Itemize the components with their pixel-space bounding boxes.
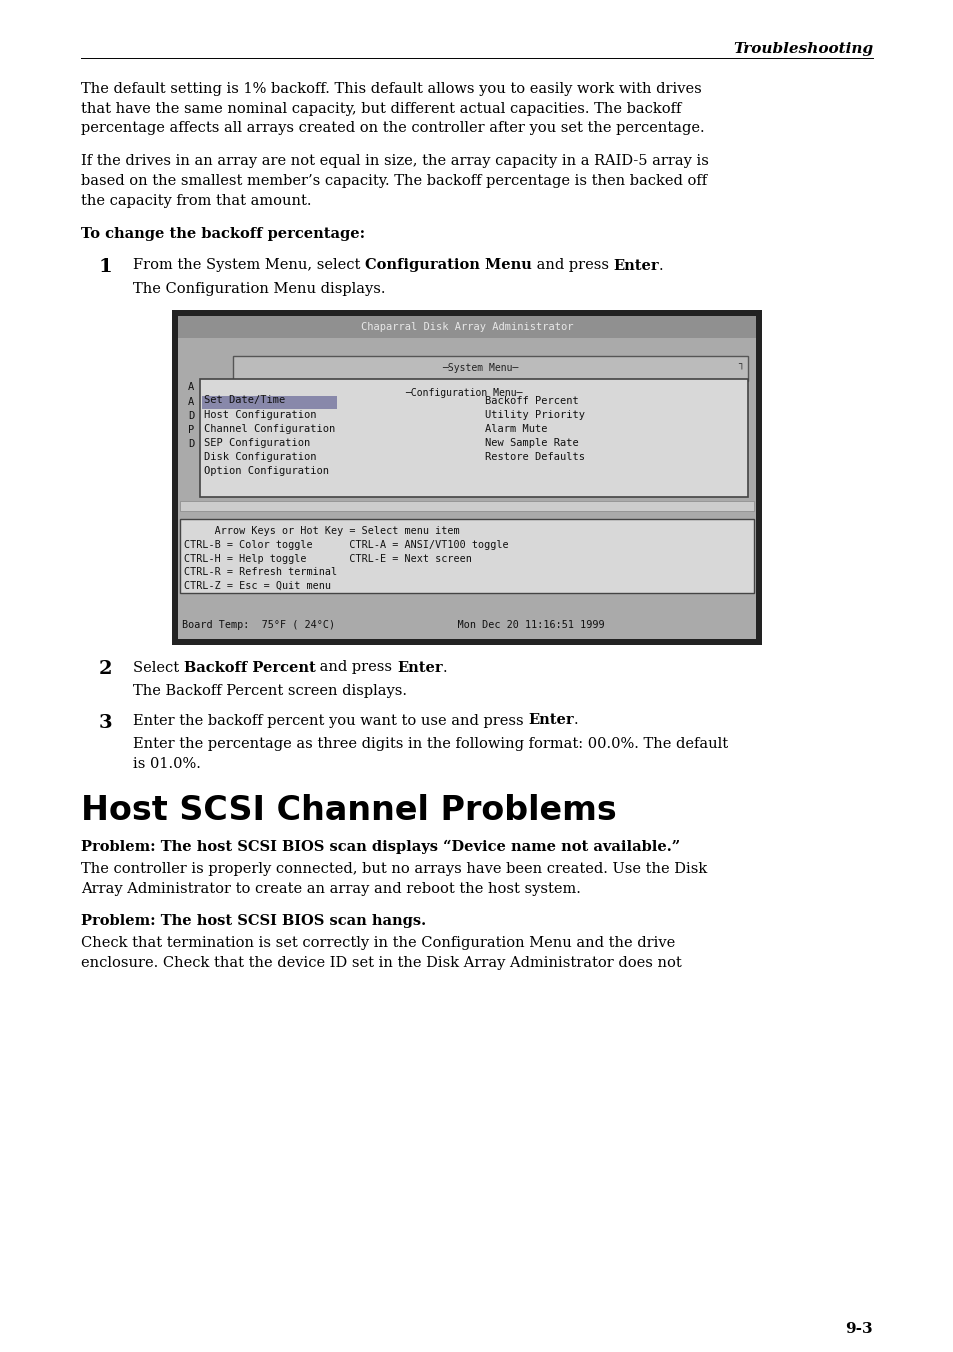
Text: Channel Configuration: Channel Configuration <box>204 425 335 434</box>
Text: D: D <box>188 411 194 420</box>
Text: CTRL-B = Color toggle      CTRL-A = ANSI/VT100 toggle: CTRL-B = Color toggle CTRL-A = ANSI/VT10… <box>184 539 508 550</box>
Text: The Configuration Menu displays.: The Configuration Menu displays. <box>132 283 385 296</box>
Text: Array Administrator to create an array and reboot the host system.: Array Administrator to create an array a… <box>81 882 580 896</box>
Bar <box>178 315 755 638</box>
Text: SEP Configuration: SEP Configuration <box>204 438 310 448</box>
Text: To change the backoff percentage:: To change the backoff percentage: <box>81 227 365 241</box>
Text: percentage affects all arrays created on the controller after you set the percen: percentage affects all arrays created on… <box>81 120 704 135</box>
Text: Select: Select <box>132 661 184 675</box>
Text: If the drives in an array are not equal in size, the array capacity in a RAID-5 : If the drives in an array are not equal … <box>81 154 708 169</box>
Text: Chaparral Disk Array Administrator: Chaparral Disk Array Administrator <box>360 322 573 331</box>
Text: .: . <box>442 661 447 675</box>
Text: Enter: Enter <box>396 661 442 675</box>
Text: A: A <box>188 383 194 392</box>
Bar <box>200 379 747 496</box>
Text: CTRL-Z = Esc = Quit menu: CTRL-Z = Esc = Quit menu <box>184 580 331 591</box>
Text: is 01.0%.: is 01.0%. <box>132 757 201 771</box>
Text: Check that termination is set correctly in the Configuration Menu and the drive: Check that termination is set correctly … <box>81 936 675 950</box>
Text: based on the smallest member’s capacity. The backoff percentage is then backed o: based on the smallest member’s capacity.… <box>81 174 706 188</box>
Text: Option Configuration: Option Configuration <box>204 466 329 476</box>
Text: Backoff Percent: Backoff Percent <box>484 396 578 406</box>
Text: From the System Menu, select: From the System Menu, select <box>132 258 365 273</box>
Bar <box>180 500 753 511</box>
Bar <box>233 356 747 380</box>
Text: that have the same nominal capacity, but different actual capacities. The backof: that have the same nominal capacity, but… <box>81 101 680 115</box>
Text: Restore Defaults: Restore Defaults <box>484 453 584 462</box>
Text: Set Date/Time: Set Date/Time <box>204 396 285 406</box>
Text: 3: 3 <box>98 714 112 731</box>
Text: CTRL-H = Help toggle       CTRL-E = Next screen: CTRL-H = Help toggle CTRL-E = Next scree… <box>184 553 472 564</box>
Text: Configuration Menu: Configuration Menu <box>365 258 532 273</box>
Text: Enter: Enter <box>613 258 659 273</box>
Text: Troubleshooting: Troubleshooting <box>732 42 872 55</box>
Text: ┐: ┐ <box>738 360 743 369</box>
Bar <box>172 310 761 645</box>
Text: Backoff Percent: Backoff Percent <box>184 661 315 675</box>
Text: CTRL-R = Refresh terminal: CTRL-R = Refresh terminal <box>184 566 336 577</box>
Text: P: P <box>188 425 194 435</box>
Text: and press: and press <box>532 258 613 273</box>
Text: .: . <box>574 714 578 727</box>
Text: Enter the percentage as three digits in the following format: 00.0%. The default: Enter the percentage as three digits in … <box>132 737 727 750</box>
Text: 1: 1 <box>98 258 112 277</box>
Text: Enter: Enter <box>528 714 574 727</box>
Text: The default setting is 1% backoff. This default allows you to easily work with d: The default setting is 1% backoff. This … <box>81 82 701 96</box>
Text: Problem: The host SCSI BIOS scan displays “Device name not available.”: Problem: The host SCSI BIOS scan display… <box>81 840 679 854</box>
Text: Host SCSI Channel Problems: Host SCSI Channel Problems <box>81 794 616 827</box>
Text: D: D <box>188 439 194 449</box>
Text: ─Configuration Menu─: ─Configuration Menu─ <box>405 388 522 399</box>
Text: New Sample Rate: New Sample Rate <box>484 438 578 448</box>
Text: Arrow Keys or Hot Key = Select menu item: Arrow Keys or Hot Key = Select menu item <box>184 526 459 537</box>
Text: A: A <box>188 396 194 407</box>
Bar <box>180 519 753 592</box>
Text: Alarm Mute: Alarm Mute <box>484 425 547 434</box>
Text: Board Temp:  75°F ( 24°C)                    Mon Dec 20 11:16:51 1999: Board Temp: 75°F ( 24°C) Mon Dec 20 11:1… <box>182 621 604 630</box>
Text: 9-3: 9-3 <box>844 1322 872 1336</box>
Text: Problem: The host SCSI BIOS scan hangs.: Problem: The host SCSI BIOS scan hangs. <box>81 914 426 927</box>
Text: Host Configuration: Host Configuration <box>204 410 316 419</box>
Text: Enter the backoff percent you want to use and press: Enter the backoff percent you want to us… <box>132 714 528 727</box>
Text: The controller is properly connected, but no arrays have been created. Use the D: The controller is properly connected, bu… <box>81 863 706 876</box>
Text: enclosure. Check that the device ID set in the Disk Array Administrator does not: enclosure. Check that the device ID set … <box>81 956 681 969</box>
Text: Utility Priority: Utility Priority <box>484 410 584 419</box>
Text: The Backoff Percent screen displays.: The Backoff Percent screen displays. <box>132 684 407 698</box>
Text: Disk Configuration: Disk Configuration <box>204 453 316 462</box>
Bar <box>202 396 336 410</box>
Text: .: . <box>659 258 663 273</box>
Text: the capacity from that amount.: the capacity from that amount. <box>81 193 312 207</box>
Text: and press: and press <box>315 661 396 675</box>
Text: 2: 2 <box>98 661 112 679</box>
Text: ─System Menu─: ─System Menu─ <box>442 362 518 373</box>
Bar <box>178 315 755 338</box>
